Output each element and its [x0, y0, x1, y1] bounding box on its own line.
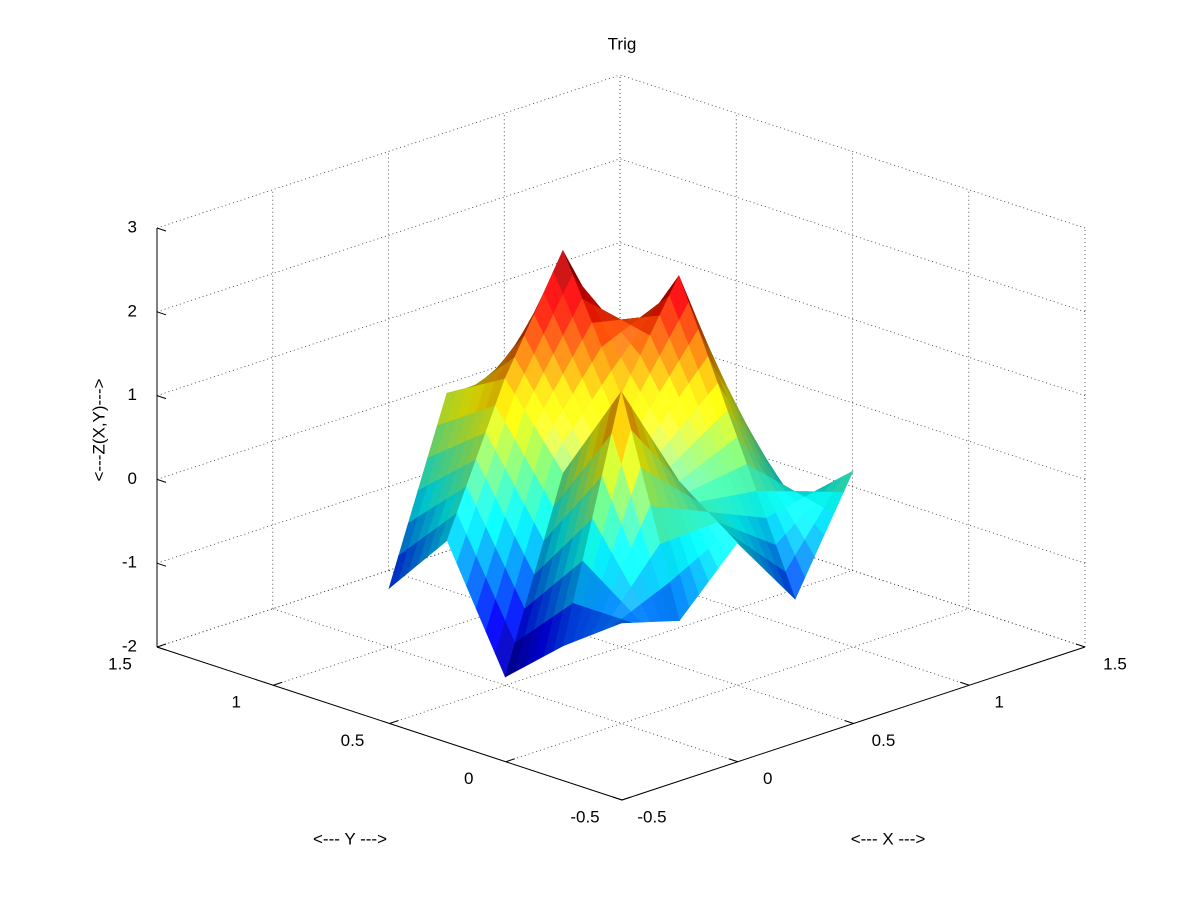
- x-tick-label: 0: [763, 769, 772, 788]
- z-tick-label: 0: [128, 469, 137, 488]
- grid-line: [388, 570, 854, 724]
- grid-line: [504, 531, 970, 686]
- tick-mark: [156, 227, 167, 232]
- surface: [388, 250, 854, 678]
- tick-mark: [612, 796, 623, 801]
- tick-mark: [621, 796, 632, 801]
- z-tick-label: -2: [122, 636, 137, 655]
- x-tick-label: 1.5: [1103, 654, 1127, 673]
- x-tick-label: 1: [995, 693, 1004, 712]
- y-tick-label: 0: [464, 769, 473, 788]
- grid-line: [619, 242, 1086, 396]
- z-tick-label: 3: [128, 217, 137, 236]
- tick-mark: [156, 562, 167, 567]
- z-axis-label: <---Z(X,Y)--->: [89, 378, 108, 481]
- z-tick-label: 2: [128, 301, 137, 320]
- surface-patch: [611, 619, 632, 628]
- tick-mark: [156, 643, 167, 648]
- x-tick-label: -0.5: [637, 807, 666, 826]
- tick-mark: [389, 720, 399, 724]
- grid-line: [619, 74, 1086, 229]
- grid-line: [619, 158, 1086, 313]
- z-tick-label: 1: [128, 385, 137, 404]
- grid-line: [619, 493, 1086, 648]
- x-axis-label: <--- X --->: [851, 829, 926, 848]
- x-tick-label: 0.5: [872, 731, 896, 750]
- grid-line: [619, 326, 1086, 480]
- tick-mark: [156, 311, 167, 316]
- grid-line: [272, 608, 738, 763]
- tick-mark: [156, 478, 167, 483]
- tick-mark: [156, 646, 167, 651]
- y-tick-label: -0.5: [570, 807, 599, 826]
- tick-mark: [1075, 643, 1086, 648]
- chart-title: Trig: [608, 34, 637, 53]
- grid-line: [619, 409, 1086, 564]
- y-axis-label: <--- Y --->: [313, 829, 387, 848]
- y-tick-label: 1.5: [108, 654, 132, 673]
- tick-mark: [505, 758, 515, 763]
- tick-mark: [844, 720, 854, 724]
- y-tick-label: 1: [232, 693, 241, 712]
- tick-mark: [960, 681, 970, 686]
- tick-mark: [156, 395, 167, 400]
- z-tick-label: -1: [122, 553, 137, 572]
- axes: [156, 227, 1086, 801]
- tick-mark: [273, 681, 283, 686]
- tick-mark: [728, 758, 738, 763]
- y-tick-label: 0.5: [341, 731, 365, 750]
